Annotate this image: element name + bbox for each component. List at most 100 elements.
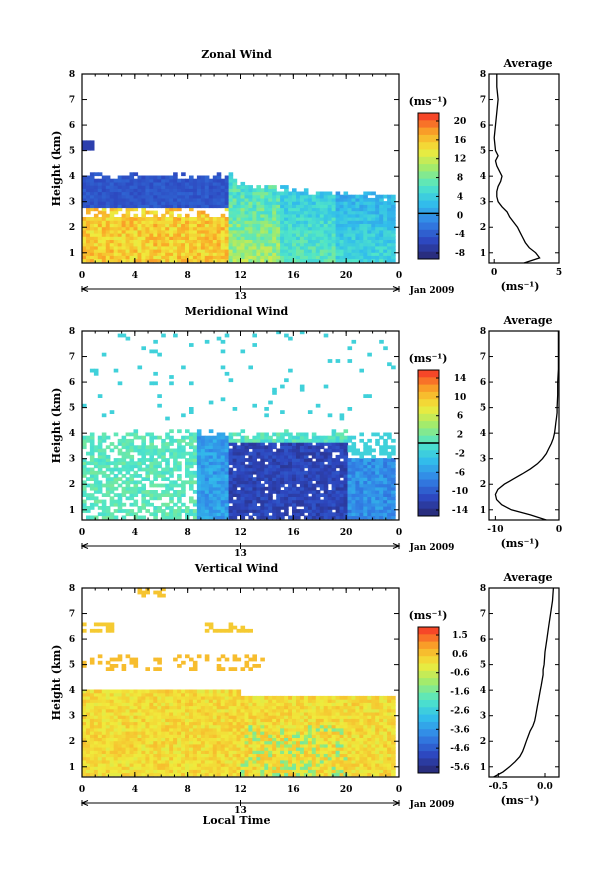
heat-cell xyxy=(232,695,238,700)
heat-cell xyxy=(359,499,364,504)
heat-cell xyxy=(189,188,194,193)
heat-cell xyxy=(315,255,321,260)
heat-cell xyxy=(224,477,230,481)
heat-cell xyxy=(97,763,103,767)
heat-cell xyxy=(204,461,210,466)
heat-cell xyxy=(125,654,131,659)
heat-cell xyxy=(236,715,242,719)
heat-cell xyxy=(268,506,273,510)
heat-cell xyxy=(86,467,91,472)
heat-cell xyxy=(244,220,250,224)
heat-cell xyxy=(272,461,277,466)
heat-cell xyxy=(125,718,131,723)
heat-cell xyxy=(208,249,214,253)
heat-cell xyxy=(105,464,111,469)
heat-cell xyxy=(129,737,135,742)
heat-cell xyxy=(327,236,333,240)
heat-cell xyxy=(129,448,135,453)
heat-cell xyxy=(157,763,162,767)
heat-cell xyxy=(129,201,135,205)
heat-cell xyxy=(101,506,107,510)
heat-cell xyxy=(97,394,103,398)
heat-cell xyxy=(212,204,218,209)
heat-cell xyxy=(101,217,107,221)
heat-cell xyxy=(224,753,230,758)
heat-cell xyxy=(260,229,265,234)
heat-cell xyxy=(105,715,111,719)
heat-cell xyxy=(228,737,234,742)
heat-cell xyxy=(196,181,202,186)
heat-cell xyxy=(248,194,253,199)
heat-cell xyxy=(86,175,91,180)
heat-cell xyxy=(343,458,349,462)
heat-cell xyxy=(105,628,111,633)
heat-cell xyxy=(192,737,198,742)
heat-cell xyxy=(331,477,337,481)
heat-cell xyxy=(129,657,135,662)
heat-cell xyxy=(228,702,234,707)
heat-cell xyxy=(212,470,218,475)
heat-cell xyxy=(311,220,317,224)
heat-cell xyxy=(387,204,392,209)
heat-cell xyxy=(125,242,131,247)
heat-cell xyxy=(335,226,341,231)
heat-cell xyxy=(157,229,162,234)
heat-cell xyxy=(105,217,111,221)
heat-cell xyxy=(280,438,285,443)
heat-cell xyxy=(105,188,111,193)
heat-cell xyxy=(101,451,107,456)
heat-cell xyxy=(299,493,305,497)
heat-cell xyxy=(165,207,170,212)
heat-cell xyxy=(351,226,357,231)
heat-cell xyxy=(319,454,325,459)
heat-cell xyxy=(137,506,143,510)
heat-cell xyxy=(367,201,372,205)
heat-cell xyxy=(105,708,111,713)
heat-cell xyxy=(351,249,357,253)
heat-cell xyxy=(212,727,218,732)
heat-cell xyxy=(105,213,111,218)
heat-cell xyxy=(371,217,376,221)
heat-cell xyxy=(240,236,246,240)
heat-cell xyxy=(169,711,174,716)
heat-cell xyxy=(276,438,281,443)
heat-cell xyxy=(264,245,269,250)
heat-cell xyxy=(141,445,146,450)
heat-cell xyxy=(149,727,154,732)
heat-cell xyxy=(252,470,257,475)
heat-cell xyxy=(196,223,202,228)
heat-cell xyxy=(228,229,234,234)
heat-cell xyxy=(109,759,115,764)
heat-cell xyxy=(391,233,396,237)
heat-cell xyxy=(323,480,329,485)
heat-cell xyxy=(268,229,273,234)
heat-cell xyxy=(303,483,309,488)
heat-cell xyxy=(196,711,202,716)
heat-cell xyxy=(359,210,364,215)
heat-cell xyxy=(97,721,103,726)
heat-cell xyxy=(208,245,214,250)
heat-cell xyxy=(268,458,273,462)
heat-cell xyxy=(153,339,158,344)
heat-cell xyxy=(240,213,246,218)
heat-cell xyxy=(240,474,246,478)
heat-cell xyxy=(185,724,190,729)
heat-cell xyxy=(200,727,206,732)
heat-cell xyxy=(157,695,162,700)
heat-cell xyxy=(284,220,289,224)
heat-cell xyxy=(137,708,143,713)
heat-cell xyxy=(86,258,91,263)
heat-cell xyxy=(220,759,226,764)
heat-cell xyxy=(149,750,154,754)
heat-cell xyxy=(133,759,139,764)
heat-cell xyxy=(303,204,309,209)
heat-cell xyxy=(276,474,281,478)
heat-cell xyxy=(236,464,242,469)
heat-cell xyxy=(311,438,317,443)
heat-cell xyxy=(367,207,372,212)
heat-cell xyxy=(173,708,178,713)
heat-cell xyxy=(355,506,360,510)
heat-cell xyxy=(161,252,166,256)
heat-cell xyxy=(284,470,289,475)
heat-cell xyxy=(169,747,174,751)
